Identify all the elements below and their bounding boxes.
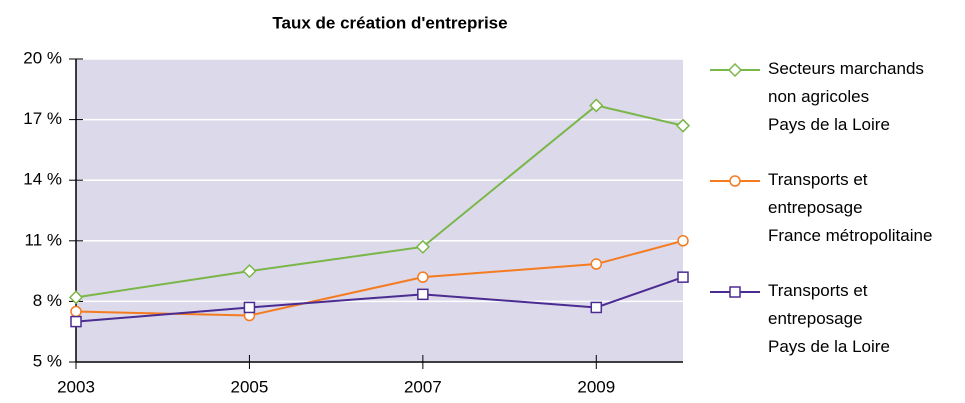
data-point	[243, 301, 256, 314]
data-point	[589, 98, 604, 113]
data-point	[70, 305, 82, 318]
x-tick-label: 2003	[57, 377, 95, 396]
y-tick-label: 20 %	[23, 48, 62, 67]
legend-marker	[727, 62, 743, 78]
x-tick-label: 2007	[404, 377, 442, 396]
legend-label: Transports et entreposage France métropo…	[768, 170, 933, 245]
data-point	[590, 258, 603, 270]
data-point	[68, 290, 84, 305]
legend-label: Secteurs marchands non agricoles Pays de…	[768, 59, 924, 134]
data-point	[417, 271, 429, 283]
y-tick-label: 11 %	[25, 230, 63, 249]
x-tick-label: 2009	[577, 377, 615, 396]
y-tick-label: 14 %	[23, 170, 62, 189]
y-tick-label: 5 %	[33, 351, 62, 370]
data-point	[417, 288, 429, 301]
y-tick-label: 8 %	[33, 291, 62, 310]
plot-area	[76, 59, 683, 362]
x-tick-label: 2005	[231, 377, 269, 396]
legend-marker	[729, 286, 741, 298]
data-point	[70, 315, 82, 328]
data-point	[590, 301, 603, 314]
chart-title: Taux de création d'entreprise	[272, 13, 507, 32]
data-point	[242, 264, 257, 279]
legend-marker	[729, 175, 741, 187]
y-tick-label: 17 %	[23, 109, 62, 128]
data-point	[415, 239, 430, 254]
legend-label: Transports et entreposage Pays de la Loi…	[768, 281, 890, 356]
data-point	[677, 235, 689, 247]
data-point	[677, 271, 689, 283]
data-point	[675, 118, 691, 133]
